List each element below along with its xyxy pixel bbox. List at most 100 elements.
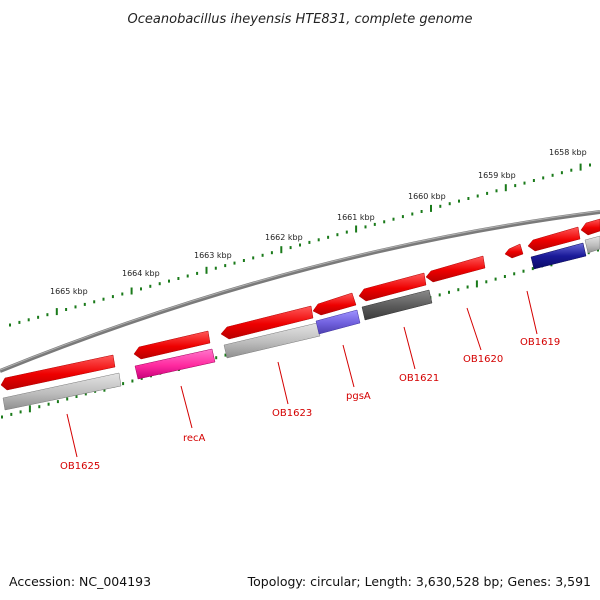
- outer-major-tick: [280, 246, 283, 254]
- outer-minor-tick: [317, 238, 320, 242]
- outer-minor-tick: [18, 320, 21, 324]
- outer-major-tick: [205, 266, 208, 274]
- outer-minor-tick: [308, 240, 311, 244]
- gene-arrow-pgsa[interactable]: [312, 292, 357, 316]
- outer-minor-tick: [121, 292, 124, 296]
- gene-arrow-ob1621[interactable]: [358, 272, 427, 302]
- outer-minor-tick: [373, 222, 376, 226]
- inner-minor-tick: [1, 415, 3, 419]
- inner-minor-tick: [597, 248, 599, 252]
- outer-minor-tick: [168, 279, 170, 283]
- outer-minor-tick: [27, 318, 30, 322]
- inner-minor-tick: [224, 353, 227, 357]
- outer-minor-tick: [514, 184, 517, 188]
- label-ob1619[interactable]: OB1619: [520, 337, 560, 348]
- outer-minor-tick: [233, 261, 236, 265]
- cog-bar-ob1621[interactable]: [361, 289, 433, 321]
- leader-ob1621: [403, 326, 416, 370]
- inner-minor-tick: [513, 272, 516, 276]
- outer-minor-tick: [532, 179, 535, 182]
- inner-minor-tick: [503, 275, 506, 278]
- outer-minor-tick: [570, 168, 573, 172]
- gene-arrow-edge[interactable]: [580, 218, 600, 236]
- kbp-label-1660: 1660 kbp: [408, 192, 446, 201]
- inner-minor-tick: [494, 277, 497, 281]
- outer-major-tick: [504, 184, 507, 192]
- outer-minor-tick: [242, 259, 245, 262]
- outer-minor-tick: [102, 297, 105, 301]
- kbp-label-1661: 1661 kbp: [337, 213, 375, 222]
- outer-minor-tick: [186, 274, 189, 278]
- outer-minor-tick: [196, 271, 199, 275]
- outer-minor-tick: [9, 323, 11, 327]
- outer-minor-tick: [111, 295, 114, 299]
- inner-minor-tick: [531, 267, 534, 271]
- leader-ob1619: [526, 290, 538, 335]
- inner-major-tick: [475, 280, 478, 288]
- outer-minor-tick: [523, 181, 526, 185]
- kbp-label-1663: 1663 kbp: [194, 251, 232, 260]
- inner-minor-tick: [522, 269, 525, 273]
- gene-arrow-ob1625[interactable]: [0, 354, 116, 391]
- gene-arrow-ob1623[interactable]: [220, 305, 314, 340]
- outer-minor-tick: [177, 277, 180, 280]
- inner-minor-tick: [485, 280, 488, 284]
- outer-minor-tick: [401, 215, 404, 219]
- outer-minor-tick: [486, 191, 489, 195]
- leader-ob1620: [466, 307, 482, 351]
- label-ob1623[interactable]: OB1623: [272, 408, 312, 419]
- outer-minor-tick: [411, 212, 414, 216]
- gene-arrow-small[interactable]: [504, 243, 524, 259]
- outer-minor-tick: [589, 163, 591, 167]
- outer-minor-tick: [214, 266, 217, 270]
- gene-labels: OB1619 OB1620 OB1621 pgsA OB1623 recA OB…: [60, 337, 560, 472]
- kbp-label-1665: 1665 kbp: [50, 287, 88, 296]
- outer-minor-tick: [560, 171, 563, 175]
- inner-minor-tick: [215, 356, 218, 360]
- outer-minor-tick: [476, 194, 479, 198]
- inner-minor-tick: [438, 293, 441, 297]
- outer-minor-tick: [224, 264, 227, 268]
- outer-minor-tick: [420, 210, 423, 213]
- gene-arrow-reca[interactable]: [133, 330, 211, 360]
- inner-major-tick: [28, 405, 31, 413]
- inner-minor-tick: [38, 405, 41, 409]
- leader-pgsa: [342, 344, 355, 388]
- genome-summary-text: Topology: circular; Length: 3,630,528 bp…: [247, 574, 591, 589]
- gene-arrow-ob1619[interactable]: [527, 226, 581, 252]
- label-reca[interactable]: recA: [183, 433, 206, 444]
- cog-bar-ob1623[interactable]: [223, 322, 321, 359]
- kbp-label-1664: 1664 kbp: [122, 269, 160, 278]
- cog-bar-ob1625[interactable]: [2, 372, 122, 411]
- kbp-label-1659: 1659 kbp: [478, 171, 516, 180]
- cog-bar-reca[interactable]: [134, 348, 216, 380]
- inner-minor-tick: [448, 290, 450, 294]
- cog-bar-pgsa[interactable]: [315, 309, 361, 335]
- outer-major-tick: [579, 163, 582, 171]
- outer-minor-tick: [467, 197, 470, 200]
- outer-minor-tick: [327, 235, 330, 239]
- gene-arrow-ob1620[interactable]: [425, 255, 486, 283]
- label-pgsa[interactable]: pgsA: [346, 391, 371, 402]
- outer-minor-tick: [458, 199, 460, 203]
- label-leader-lines: [66, 290, 538, 458]
- outer-minor-tick: [74, 305, 77, 309]
- outer-minor-tick: [383, 220, 386, 224]
- outer-major-tick: [130, 287, 133, 295]
- label-ob1620[interactable]: OB1620: [463, 354, 503, 365]
- outer-minor-tick: [336, 233, 339, 237]
- cog-bar-ob1619[interactable]: [530, 242, 587, 270]
- outer-minor-tick: [65, 308, 68, 311]
- label-ob1625[interactable]: OB1625: [60, 461, 100, 472]
- accession-text: Accession: NC_004193: [9, 574, 151, 589]
- gene-features: [0, 218, 600, 411]
- inner-minor-tick: [10, 412, 13, 416]
- genome-backbone-highlight: [0, 210, 600, 371]
- kbp-label-1662: 1662 kbp: [265, 233, 303, 242]
- outer-minor-tick: [261, 253, 264, 257]
- label-ob1621[interactable]: OB1621: [399, 373, 439, 384]
- outer-minor-tick: [551, 173, 554, 177]
- cog-bar-edge[interactable]: [584, 235, 600, 254]
- outer-scale-ticks: [9, 163, 591, 327]
